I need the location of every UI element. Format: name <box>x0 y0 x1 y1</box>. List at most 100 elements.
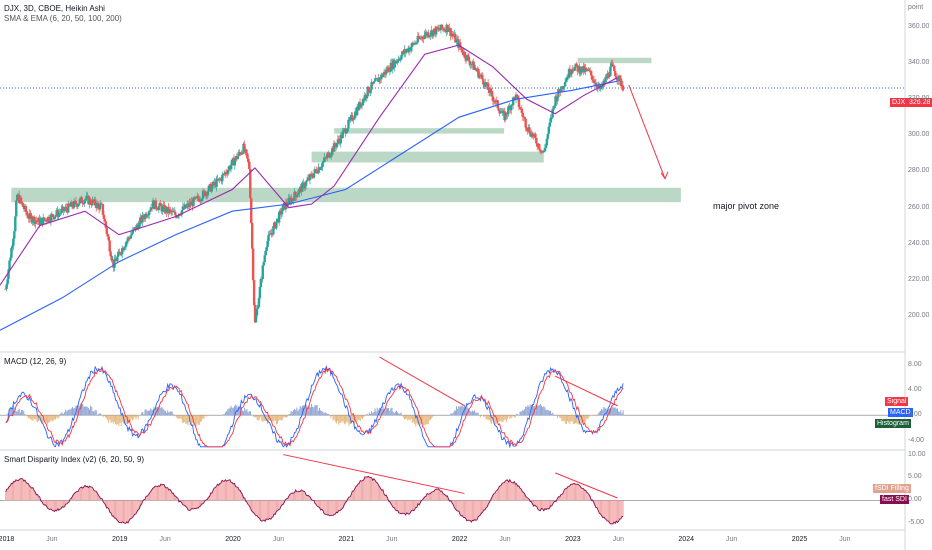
candle-body <box>275 222 278 229</box>
candle-body <box>317 167 320 174</box>
candle-body <box>72 200 76 208</box>
candle-body <box>310 174 314 177</box>
candle-body <box>77 203 81 205</box>
candle-body <box>16 194 19 201</box>
macd-legend-macd: MACD <box>888 408 913 417</box>
candle-body <box>531 132 534 137</box>
candle-body <box>65 207 68 210</box>
candle-body <box>589 70 593 76</box>
candle-body <box>36 220 39 222</box>
candle-body <box>20 201 24 204</box>
candle-body <box>569 73 573 75</box>
candle-body <box>339 134 342 144</box>
candle-body <box>146 215 149 218</box>
candle-body <box>298 188 301 194</box>
candle-body <box>588 70 592 72</box>
candle-body <box>621 85 625 91</box>
candle-body <box>288 197 291 199</box>
x-tick-label: Jun <box>499 536 511 543</box>
candle-body <box>585 68 588 70</box>
candle-body <box>237 152 240 157</box>
candle-body <box>399 59 402 61</box>
candle-body <box>247 158 250 162</box>
candle-body <box>223 173 226 175</box>
candle-body <box>521 112 524 117</box>
candle-body <box>415 42 419 44</box>
candle-body <box>417 36 420 39</box>
macd-divergence-0 <box>379 356 465 407</box>
y-tick-label: 340.00 <box>908 59 930 67</box>
candle-body <box>594 82 598 86</box>
candle-body <box>396 61 399 62</box>
candle-body <box>545 138 549 146</box>
candle-body <box>264 251 267 256</box>
candle-body <box>486 83 490 90</box>
candle-body <box>245 149 248 154</box>
candle-body <box>528 127 531 134</box>
candle-body <box>194 196 197 199</box>
candle-body <box>286 204 290 206</box>
candle-body <box>252 280 256 305</box>
candle-body <box>314 169 317 171</box>
candle-body <box>201 190 205 199</box>
candle-body <box>89 198 92 204</box>
candle-body <box>226 169 230 174</box>
last-price-symbol: DJX <box>890 98 908 107</box>
candle-body <box>34 220 37 225</box>
candle-body <box>451 33 454 36</box>
candle-body <box>305 179 309 182</box>
projection-arrowhead <box>660 171 669 180</box>
candle-body <box>532 135 535 137</box>
candle-body <box>249 169 252 199</box>
candle-body <box>251 248 255 281</box>
candle-body <box>11 245 14 248</box>
candle-body <box>608 75 611 77</box>
macd-legend-histogram: Histogram <box>875 419 911 428</box>
projection-arrow <box>628 84 666 179</box>
candle-body <box>135 224 138 231</box>
candle-body <box>192 197 195 207</box>
candle-body <box>103 218 107 222</box>
candle-body <box>255 308 259 316</box>
candle-body <box>590 75 594 80</box>
candle-body <box>215 178 218 188</box>
candle-body <box>302 182 306 189</box>
candle-body <box>9 257 12 261</box>
candle-body <box>254 315 258 323</box>
y-tick-label: 240.00 <box>908 239 930 247</box>
candle-body <box>179 214 183 216</box>
y-tick-label: 260.00 <box>908 203 930 211</box>
candle-body <box>579 72 582 74</box>
candle-body <box>84 198 87 201</box>
macd-title: MACD (12, 26, 9) <box>4 357 67 366</box>
candle-body <box>381 74 385 78</box>
candle-body <box>547 126 550 134</box>
candle-body <box>287 197 290 205</box>
candle-body <box>548 122 551 127</box>
y-tick-label: 360.00 <box>908 23 930 31</box>
candle-body <box>45 221 49 223</box>
candle-body <box>491 96 495 102</box>
candle-body <box>494 100 498 103</box>
candle-body <box>120 254 123 255</box>
candle-body <box>250 223 254 249</box>
candle-body <box>21 203 25 207</box>
candle-body <box>514 94 518 100</box>
candle-body <box>437 28 441 30</box>
y-tick-label: 280.00 <box>908 167 930 175</box>
x-tick-label: 2023 <box>565 536 581 543</box>
support-zone-1 <box>311 151 544 163</box>
candle-body <box>96 202 100 205</box>
candle-body <box>333 143 337 146</box>
candle-body <box>618 75 622 79</box>
candle-body <box>70 202 74 207</box>
candle-body <box>543 147 547 151</box>
y-tick-label: -4.00 <box>908 436 924 444</box>
candle-body <box>62 206 65 212</box>
candle-body <box>155 207 159 210</box>
candle-body <box>546 133 550 139</box>
candle-body <box>10 247 13 258</box>
candle-body <box>336 139 340 144</box>
support-zone-0 <box>11 187 681 203</box>
candle-body <box>63 209 66 212</box>
